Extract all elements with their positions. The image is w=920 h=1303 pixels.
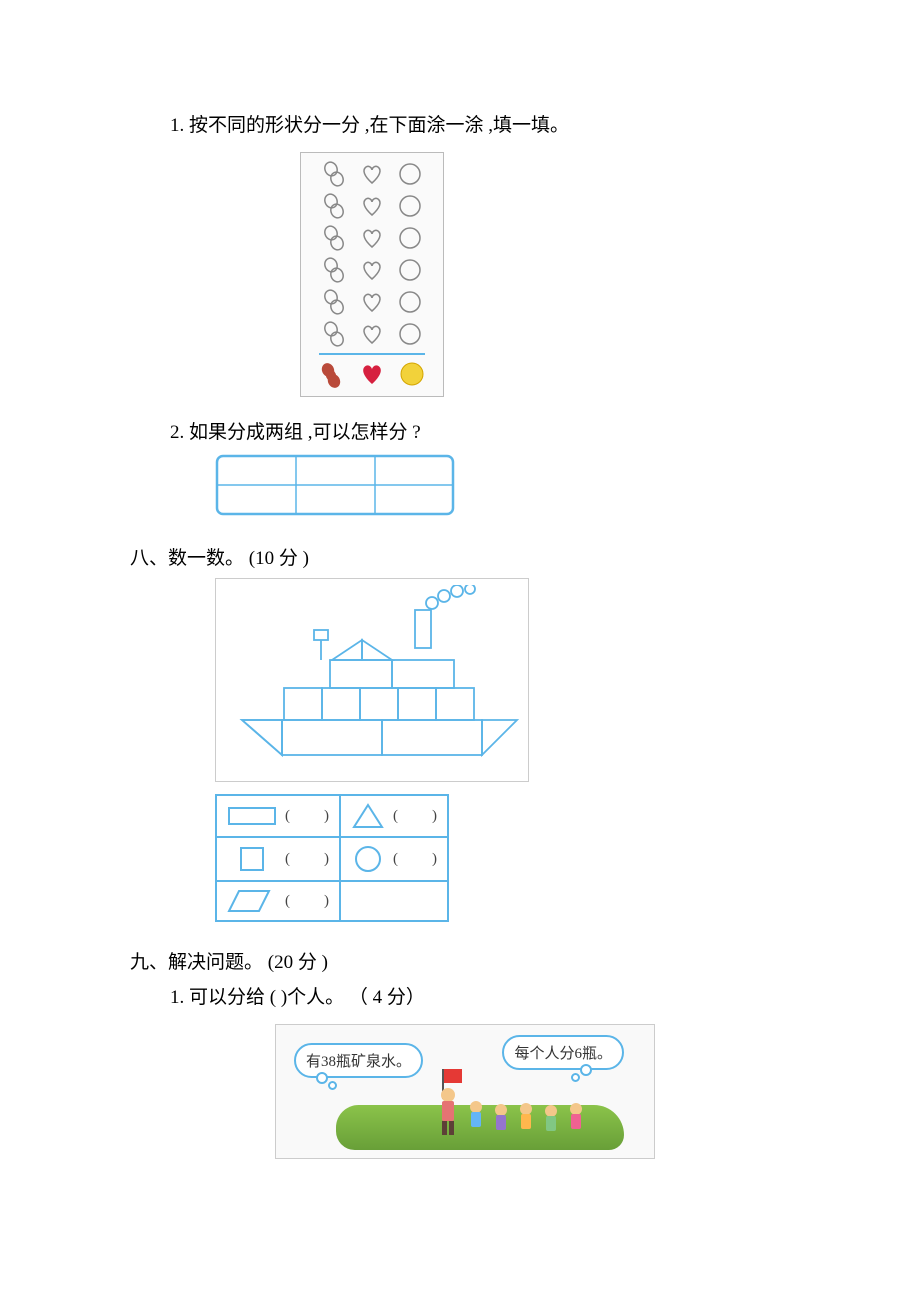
peanut-icon — [322, 321, 346, 347]
peanut-icon — [322, 225, 346, 251]
heart-filled-icon — [359, 361, 385, 387]
circle-icon — [398, 194, 422, 218]
rectangle-icon — [227, 805, 277, 827]
shape-count-table: ( ) ( ) — [215, 794, 920, 922]
circle-icon — [398, 162, 422, 186]
heart-icon — [360, 194, 384, 218]
shape-row — [319, 289, 425, 315]
paren-close: ) — [324, 851, 329, 868]
circle-icon — [398, 322, 422, 346]
paren-close: ) — [324, 893, 329, 910]
paren-close: ) — [432, 851, 437, 868]
circle-icon — [398, 226, 422, 250]
circle-icon — [398, 258, 422, 282]
legend-row — [319, 353, 425, 391]
table-row: ( ) — [216, 881, 448, 921]
heart-icon — [360, 162, 384, 186]
question-1-text: 1. 按不同的形状分一分 ,在下面涂一涂 ,填一填。 — [130, 110, 920, 137]
shapes-classification-figure — [300, 152, 444, 397]
paren-open: ( — [393, 808, 398, 825]
peanut-filled-icon — [319, 361, 345, 391]
square-icon — [227, 846, 277, 872]
peanut-icon — [322, 193, 346, 219]
peanut-icon — [322, 161, 346, 187]
heart-icon — [360, 322, 384, 346]
shape-row — [319, 161, 425, 187]
table-row: ( ) ( ) — [216, 795, 448, 837]
circle-shape-icon — [351, 844, 385, 874]
boat-figure — [215, 578, 529, 782]
paren-close: ) — [432, 808, 437, 825]
peanut-icon — [322, 257, 346, 283]
table-row: ( ) ( ) — [216, 837, 448, 881]
circle-icon — [398, 290, 422, 314]
section-8-header: 八、数一数。 (10 分 ) — [130, 543, 920, 570]
word-problem-illustration: 有38瓶矿泉水。 每个人分6瓶。 — [275, 1024, 655, 1159]
paren-open: ( — [393, 851, 398, 868]
paren-open: ( — [285, 893, 290, 910]
parallelogram-icon — [227, 888, 277, 914]
paren-close: ) — [324, 808, 329, 825]
heart-icon — [360, 290, 384, 314]
triangle-icon — [351, 802, 385, 830]
paren-open: ( — [285, 808, 290, 825]
paren-open: ( — [285, 851, 290, 868]
shape-row — [319, 225, 425, 251]
two-group-table — [215, 454, 920, 521]
circle-filled-icon — [399, 361, 425, 387]
heart-icon — [360, 258, 384, 282]
shape-row — [319, 193, 425, 219]
heart-icon — [360, 226, 384, 250]
shape-row — [319, 321, 425, 347]
question-2-text: 2. 如果分成两组 ,可以怎样分 ? — [130, 417, 920, 444]
section-9-header: 九、解决问题。 (20 分 ) — [130, 947, 920, 974]
people-group-icon — [276, 1025, 656, 1160]
section-9-q1-text: 1. 可以分给 ( )个人。 （ 4 分） — [130, 982, 920, 1009]
shape-row — [319, 257, 425, 283]
peanut-icon — [322, 289, 346, 315]
